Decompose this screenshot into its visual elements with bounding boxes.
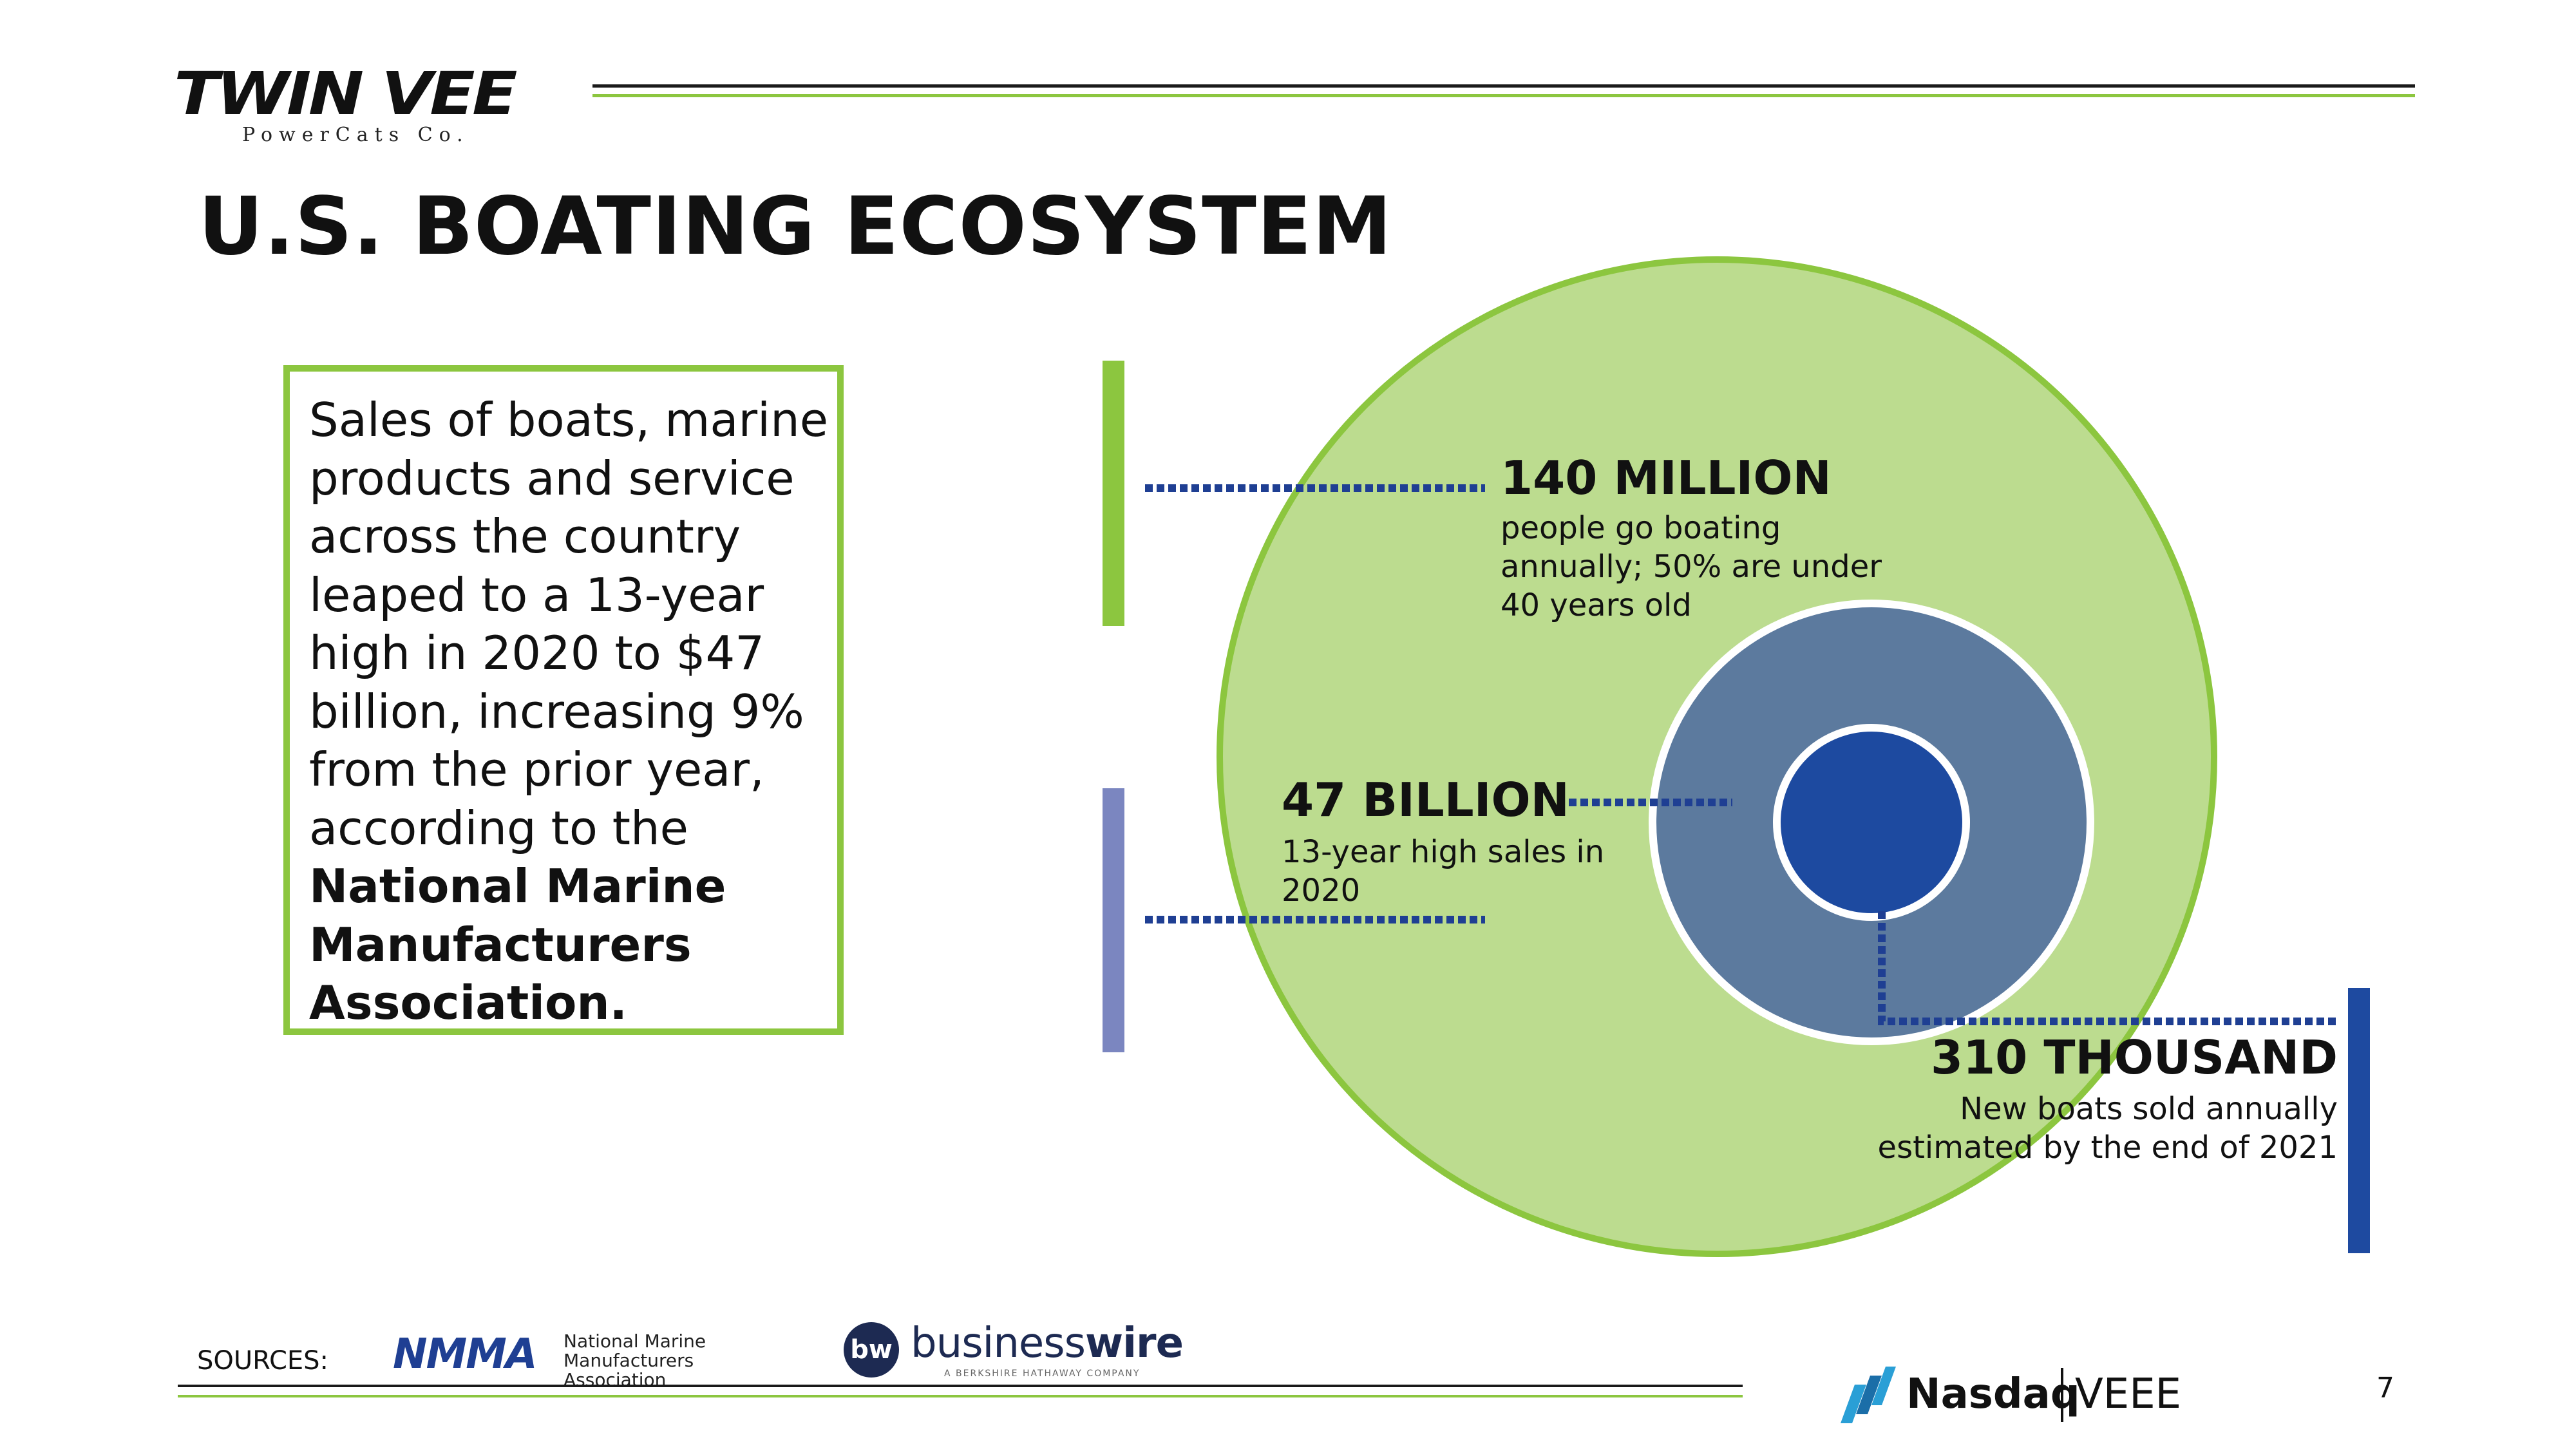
inner-circle-boats [1773, 724, 1970, 921]
intro-source: National Marine Manufacturers Associatio… [309, 859, 726, 1030]
header-rule-green [592, 94, 2415, 97]
nasdaq-name: Nasdaq [1906, 1370, 2080, 1418]
page-title: U.S. BOATING ECOSYSTEM [198, 180, 1392, 273]
businesswire-icon: bw [844, 1322, 899, 1378]
stat-sales-headline: 47 BILLION [1282, 773, 1569, 827]
nmma-mark: NMMA [393, 1331, 537, 1378]
stat-people-description: people go boating annually; 50% are unde… [1501, 510, 1882, 623]
nasdaq-listing: Nasdaq VEEE [1829, 1359, 2190, 1430]
footer-rule-green [178, 1395, 1743, 1397]
intro-paragraph: Sales of boats, marine products and serv… [309, 391, 837, 1032]
businesswire-tagline: A BERKSHIRE HATHAWAY COMPANY [944, 1368, 1141, 1379]
nmma-name: National Marine Manufacturers Associatio… [564, 1331, 706, 1390]
businesswire-word-light: business [911, 1320, 1086, 1367]
ticker-symbol: VEEE [2075, 1370, 2182, 1418]
header-rule-dark [592, 84, 2415, 88]
stat-boats-description: New boats sold annually estimated by the… [1877, 1091, 2338, 1166]
stat-boats-headline: 310 THOUSAND [1930, 1030, 2338, 1084]
footer-rule-dark [178, 1385, 1743, 1387]
nmma-logo: NMMA National Marine Manufacturers Assoc… [393, 1327, 805, 1390]
sources-label: SOURCES: [197, 1346, 329, 1376]
logo-wordmark: TWIN VEE [174, 59, 518, 128]
nasdaq-icon [1841, 1367, 1896, 1423]
intro-text-box: Sales of boats, marine products and serv… [283, 365, 844, 1035]
stat-people-headline: 140 MILLION [1501, 451, 1832, 505]
nasdaq-divider [2061, 1368, 2063, 1422]
accent-bar-blue [2348, 988, 2370, 1253]
twin-vee-logo: TWIN VEE PowerCats Co. [174, 59, 586, 147]
stat-sales-description: 13-year high sales in 2020 [1282, 834, 1605, 909]
page-number: 7 [2376, 1372, 2394, 1405]
businesswire-logo: bw businesswire A BERKSHIRE HATHAWAY COM… [844, 1317, 1184, 1381]
accent-bar-green [1103, 361, 1124, 626]
intro-text: Sales of boats, marine products and serv… [309, 393, 828, 855]
connector-line-310k [1878, 911, 2338, 1025]
businesswire-word-bold: wire [1084, 1320, 1184, 1367]
accent-bar-purple [1103, 788, 1124, 1052]
businesswire-wordmark: businesswire [911, 1320, 1184, 1367]
logo-subtitle: PowerCats Co. [242, 124, 469, 146]
